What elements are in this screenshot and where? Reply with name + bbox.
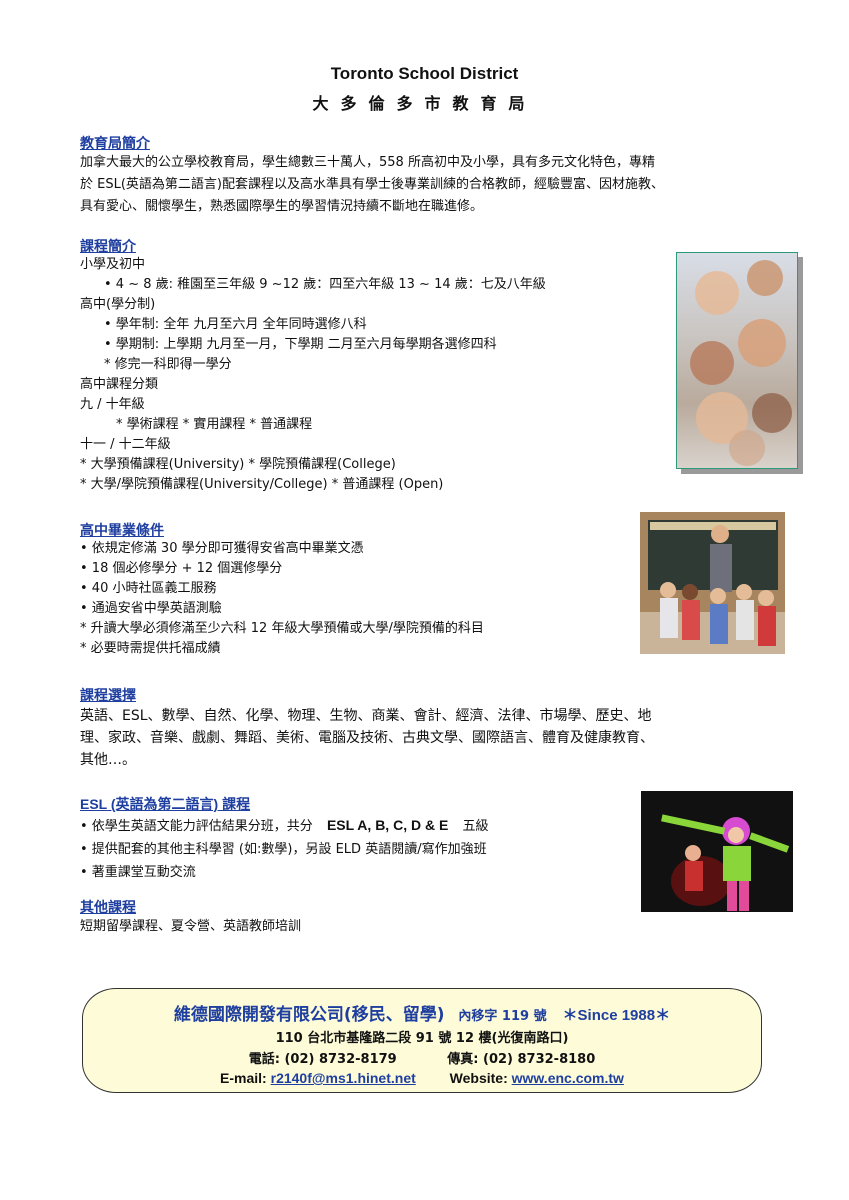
graduation-line: • 通過安省中學英語測驗	[80, 601, 222, 616]
since-label: ＊Since 1988＊	[562, 1007, 671, 1024]
esl-line1-suffix: 五級	[462, 819, 489, 834]
esl-heading: ESL (英語為第二語言) 課程	[80, 796, 251, 812]
classroom-photo	[640, 512, 785, 654]
courses-line: 高中(學分制)	[80, 297, 156, 312]
intro-line: 加拿大最大的公立學校教育局，學生總數三十萬人，558 所高初中及小學，具有多元文…	[80, 155, 655, 170]
address-line: 110 台北市基隆路二段 91 號 12 樓(光復南路口)	[275, 1031, 569, 1046]
other-heading: 其他課程	[80, 900, 136, 916]
esl-levels: ESL A, B, C, D & E	[326, 817, 449, 833]
courses-line: 十一 / 十二年級	[80, 437, 171, 452]
website-link[interactable]: www.enc.com.tw	[511, 1070, 624, 1086]
graduation-line: • 依規定修滿 30 學分即可獲得安省高中畢業文憑	[80, 541, 364, 556]
other-line: 短期留學課程、夏令營、英語教師培訓	[80, 919, 302, 934]
performer-photo	[641, 791, 793, 912]
courses-line: • 學年制: 全年 九月至六月 全年同時選修八科	[104, 317, 367, 332]
courses-line: • 4 ~ 8 歲: 稚園至三年級 9 ~12 歲：四至六年級 13 ~ 14 …	[104, 277, 546, 292]
esl-line: • 著重課堂互動交流	[80, 865, 196, 880]
courses-line: * 修完一科即得一學分	[104, 357, 232, 372]
page-title-en: Toronto School District	[330, 64, 519, 83]
intro-line: 於 ESL(英語為第二語言)配套課程以及高水準具有學士後專業訓練的合格教師，經驗…	[80, 177, 664, 192]
company-name: 維德國際開發有限公司(移民、留學)	[173, 1005, 445, 1025]
students-collage-image	[676, 252, 798, 469]
courses-line: 高中課程分類	[80, 377, 159, 392]
electives-line: 英語、ESL、數學、自然、化學、物理、生物、商業、會計、經濟、法律、市場學、歷史…	[80, 708, 652, 724]
graduation-line: * 必要時需提供托福成績	[80, 641, 221, 656]
electives-line: 理、家政、音樂、戲劇、舞蹈、美術、電腦及技術、古典文學、國際語言、體育及健康教育…	[80, 730, 654, 746]
phone-number: (02) 8732-8179	[284, 1052, 397, 1067]
esl-line: • 提供配套的其他主科學習 (如:數學)，另設 ELD 英語閱讀/寫作加強班	[80, 842, 487, 857]
website-label: Website:	[449, 1070, 508, 1086]
graduation-line: • 40 小時社區義工服務	[80, 581, 217, 596]
graduation-line: * 升讀大學必須修滿至少六科 12 年級大學預備或大學/學院預備的科目	[80, 621, 484, 636]
email-label: E-mail:	[220, 1070, 267, 1086]
intro-heading: 教育局簡介	[80, 136, 150, 152]
esl-line1-text: • 依學生英語文能力評估結果分班，共分	[80, 819, 313, 834]
esl-line: • 依學生英語文能力評估結果分班，共分 ESL A, B, C, D & E 五…	[80, 814, 488, 838]
courses-list: 小學及初中 • 4 ~ 8 歲: 稚園至三年級 9 ~12 歲：四至六年級 13…	[80, 255, 546, 495]
electives-paragraph: 英語、ESL、數學、自然、化學、物理、生物、商業、會計、經濟、法律、市場學、歷史…	[80, 705, 654, 771]
courses-line: 小學及初中	[80, 257, 146, 272]
graduation-heading: 高中畢業條件	[80, 523, 164, 539]
graduation-list: • 依規定修滿 30 學分即可獲得安省高中畢業文憑 • 18 個必修學分 + 1…	[80, 539, 484, 659]
courses-line: • 學期制: 上學期 九月至一月，下學期 二月至六月每學期各選修四科	[104, 337, 497, 352]
esl-list: • 依學生英語文能力評估結果分班，共分 ESL A, B, C, D & E 五…	[80, 814, 488, 884]
page-title-zh: 大多倫多市教育局	[312, 94, 537, 113]
courses-heading: 課程簡介	[80, 239, 136, 255]
electives-heading: 課程選擇	[80, 688, 136, 704]
email-link[interactable]: r2140f@ms1.hinet.net	[270, 1070, 416, 1086]
fax-number: (02) 8732-8180	[483, 1052, 596, 1067]
phone-fax-line: 電話: (02) 8732-8179 傳真: (02) 8732-8180	[82, 1048, 762, 1067]
electives-line: 其他…。	[80, 752, 136, 768]
intro-line: 具有愛心、關懷學生，熟悉國際學生的學習情況持續不斷地在職進修。	[80, 199, 484, 214]
company-line: 維德國際開發有限公司(移民、留學) 內移字 119 號 ＊Since 1988＊	[82, 1000, 762, 1025]
courses-line: * 大學/學院預備課程(University/College) * 普通課程 (…	[80, 477, 444, 492]
email-web-line: E-mail: r2140f@ms1.hinet.net Website: ww…	[82, 1070, 762, 1086]
courses-line: * 大學預備課程(University) * 學院預備課程(College)	[80, 457, 396, 472]
license-number: 內移字 119 號	[458, 1009, 547, 1024]
contact-box	[82, 988, 762, 1093]
phone-label: 電話:	[248, 1052, 280, 1067]
intro-paragraph: 加拿大最大的公立學校教育局，學生總數三十萬人，558 所高初中及小學，具有多元文…	[80, 152, 780, 218]
courses-line: * 學術課程 * 實用課程 * 普通課程	[116, 417, 313, 432]
courses-line: 九 / 十年級	[80, 397, 145, 412]
graduation-line: • 18 個必修學分 + 12 個選修學分	[80, 561, 283, 576]
fax-label: 傳真:	[447, 1052, 479, 1067]
